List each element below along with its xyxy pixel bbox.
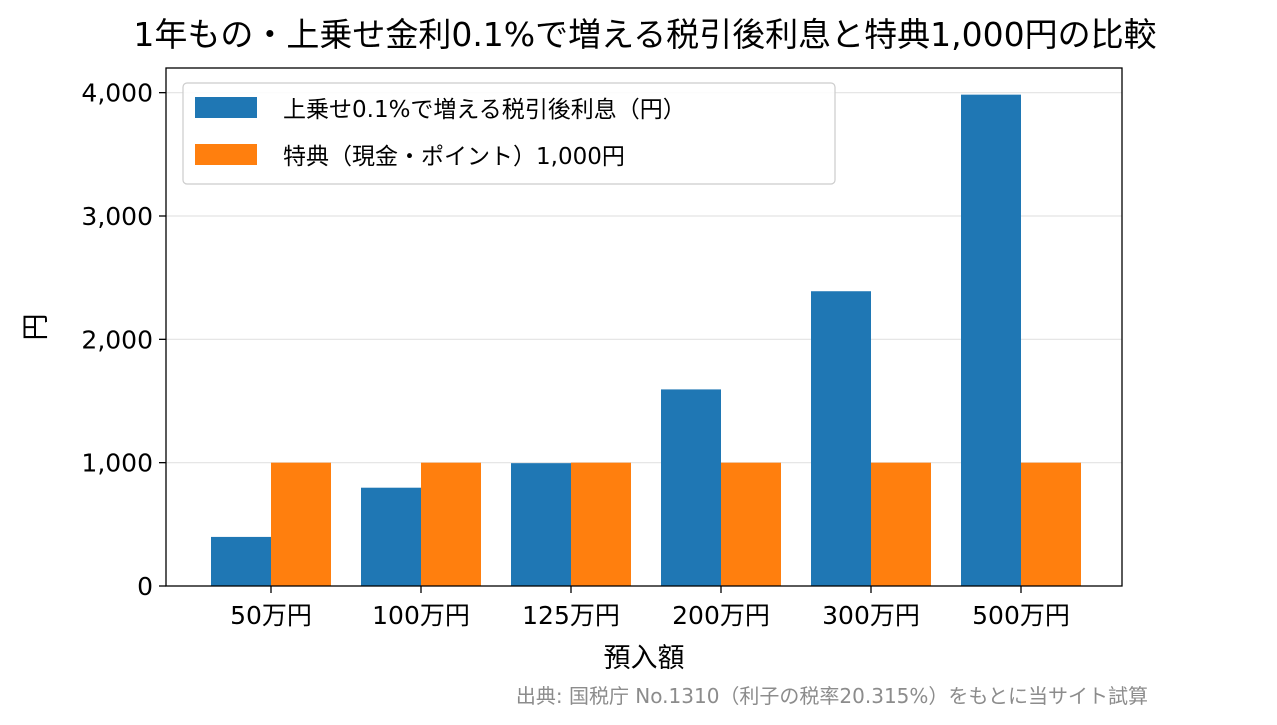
legend-swatch	[195, 97, 257, 118]
x-tick-label: 50万円	[230, 601, 312, 630]
bar-interest	[661, 389, 721, 586]
bar-bonus	[1021, 462, 1081, 586]
axis-ticks: 0 1,000 2,000 3,000 4,000 50万円 100万円 125万円 200万円…	[81, 79, 1069, 630]
x-tick-label: 300万円	[822, 601, 920, 630]
legend-label: 上乗せ0.1%で増える税引後利息（円）	[283, 97, 686, 123]
bar-bonus	[421, 462, 481, 586]
x-tick-label: 200万円	[672, 601, 770, 630]
x-tick-label: 500万円	[972, 601, 1070, 630]
y-tick-label: 3,000	[81, 202, 153, 231]
bar-interest	[811, 291, 871, 586]
chart-title: 1年もの・上乗せ金利0.1%で増える税引後利息と特典1,000円の比較	[133, 15, 1156, 54]
legend-swatch	[195, 144, 257, 165]
bar-interest	[961, 94, 1021, 586]
x-axis-label: 預入額	[604, 643, 685, 674]
legend: 上乗せ0.1%で増える税引後利息（円） 特典（現金・ポイント）1,000円	[182, 82, 836, 185]
y-axis-label: 円	[21, 314, 52, 341]
bar-bonus	[871, 462, 931, 586]
x-tick-label: 125万円	[522, 601, 620, 630]
bars	[211, 94, 1081, 586]
bar-interest	[361, 487, 421, 586]
legend-box	[182, 82, 836, 185]
legend-label: 特典（現金・ポイント）1,000円	[283, 144, 625, 170]
plot-frame	[165, 67, 1123, 587]
y-tick-label: 4,000	[81, 79, 153, 108]
x-tick-label: 100万円	[372, 601, 470, 630]
source-note: 出典: 国税庁 No.1310（利子の税率20.315%）をもとに当サイト試算	[516, 684, 1148, 708]
bar-bonus	[271, 462, 331, 586]
bar-bonus	[571, 462, 631, 586]
y-tick-label: 1,000	[81, 449, 153, 478]
y-tick-label: 0	[137, 572, 153, 601]
bar-bonus	[721, 462, 781, 586]
bar-interest	[211, 536, 271, 586]
bar-interest	[511, 463, 571, 586]
y-tick-label: 2,000	[81, 325, 153, 354]
